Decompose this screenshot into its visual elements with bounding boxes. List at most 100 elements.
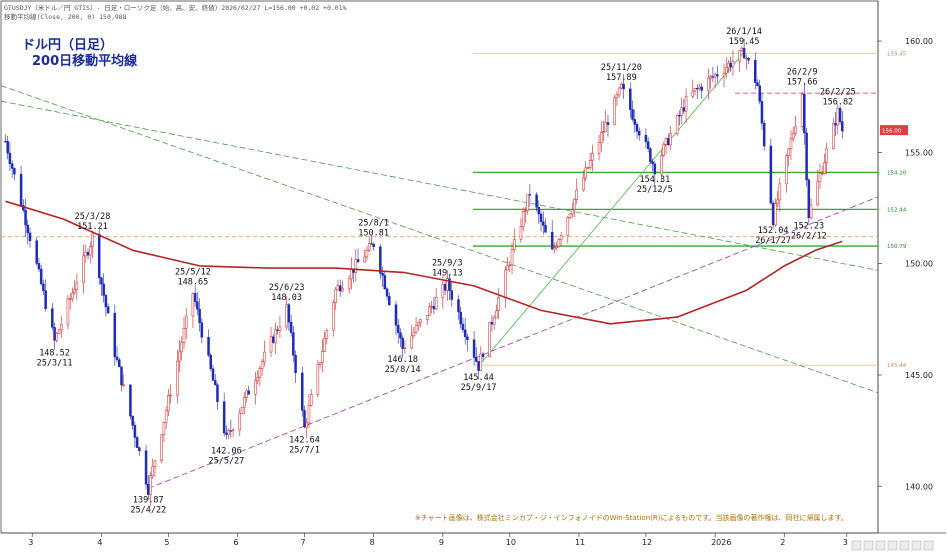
candle-body-23 xyxy=(73,289,76,294)
candle-body-232 xyxy=(727,62,730,68)
candle-body-45 xyxy=(144,450,148,485)
annotation-bottom-9: 149.13 xyxy=(432,269,463,279)
candle-body-177 xyxy=(555,245,558,248)
annotation-bottom-6: 25/7/1 xyxy=(289,445,320,455)
candle-body-190 xyxy=(597,142,601,154)
x-tick-label-0: 3 xyxy=(28,538,33,547)
candle-body-258 xyxy=(807,179,811,219)
candle-body-15 xyxy=(51,308,54,328)
annotation-bottom-10: 25/9/17 xyxy=(461,383,497,393)
candle-body-47 xyxy=(149,475,152,495)
candle-body-11 xyxy=(37,263,41,270)
moving-average-200 xyxy=(5,200,843,325)
candle-body-135 xyxy=(425,315,429,320)
candle-body-220 xyxy=(691,90,695,97)
candle-body-1 xyxy=(6,141,9,154)
candle-body-134 xyxy=(419,319,422,324)
candle-body-104 xyxy=(325,330,329,339)
candle-body-91 xyxy=(287,304,291,323)
candle-body-144 xyxy=(450,290,454,300)
candle-body-205 xyxy=(644,134,648,142)
annotation-top-14: 152.04 xyxy=(758,226,789,236)
candle-body-188 xyxy=(588,160,592,168)
candle-body-151 xyxy=(475,357,478,362)
candle-body-150 xyxy=(472,339,476,358)
candle-body-210 xyxy=(660,155,663,175)
candle-body-239 xyxy=(747,57,750,61)
candle-body-51 xyxy=(162,422,166,436)
candle-body-57 xyxy=(180,342,184,353)
candle-body-172 xyxy=(539,213,543,222)
candle-body-21 xyxy=(68,298,72,300)
x-tick-label-2: 5 xyxy=(164,538,169,547)
candle-body-116 xyxy=(365,250,369,258)
candle-body-146 xyxy=(459,311,462,325)
candle-body-83 xyxy=(260,361,264,369)
x-tick-label-4: 7 xyxy=(300,538,305,547)
candle-body-195 xyxy=(613,97,616,125)
candle-body-107 xyxy=(336,285,340,290)
candle-body-233 xyxy=(729,62,732,68)
candle-body-143 xyxy=(448,278,451,291)
candle-body-26 xyxy=(84,252,88,257)
candle-body-109 xyxy=(341,287,344,292)
candle-body-63 xyxy=(198,308,201,323)
candle-body-262 xyxy=(820,172,824,175)
annotation-top-10: 145.44 xyxy=(463,373,494,383)
candle-body-259 xyxy=(809,204,813,219)
annotation-top-12: 154.31 xyxy=(639,175,670,185)
annotation-bottom-14: 26/1/27 xyxy=(755,236,791,246)
candle-body-193 xyxy=(604,122,608,132)
trend-line-1 xyxy=(0,100,879,271)
candle-body-157 xyxy=(492,317,496,325)
candle-body-49 xyxy=(153,460,157,467)
candle-body-27 xyxy=(86,252,90,256)
candle-body-268 xyxy=(838,108,842,122)
candle-body-56 xyxy=(178,351,181,362)
annotation-bottom-12: 25/12/5 xyxy=(637,185,673,195)
y-tick-label-3: 155.00 xyxy=(905,148,933,157)
x-tick-label-5: 8 xyxy=(370,538,375,547)
candle-body-184 xyxy=(575,189,578,200)
candle-body-140 xyxy=(441,284,445,298)
candle-body-93 xyxy=(292,332,295,356)
candle-body-222 xyxy=(695,88,699,90)
candle-body-114 xyxy=(356,259,360,263)
candle-body-94 xyxy=(294,355,297,374)
candle-body-137 xyxy=(430,306,433,308)
candle-body-241 xyxy=(756,82,759,86)
ma-200-line xyxy=(5,200,843,325)
candle-body-139 xyxy=(434,297,438,310)
candle-body-248 xyxy=(776,199,779,204)
candle-body-99 xyxy=(309,394,313,406)
candle-body-7 xyxy=(24,209,27,226)
level-label-2: 152.44 xyxy=(887,207,907,213)
x-axis: 3 4 5 6 7 8 9 10 11 12 2026 2 3 xyxy=(28,533,848,547)
candle-body-160 xyxy=(504,269,507,298)
candle-body-14 xyxy=(44,290,47,309)
candle-body-236 xyxy=(740,47,744,51)
candle-body-192 xyxy=(602,131,605,133)
candle-body-181 xyxy=(568,213,572,218)
candle-body-199 xyxy=(622,83,625,90)
annotation-bottom-16: 26/2/12 xyxy=(791,232,827,242)
candle-body-42 xyxy=(133,425,137,438)
candle-body-130 xyxy=(410,335,413,349)
candle-body-208 xyxy=(651,161,654,165)
trend-line-3 xyxy=(478,51,745,367)
candle-body-85 xyxy=(269,336,273,353)
candle-body-215 xyxy=(675,115,679,134)
last-price-tag xyxy=(880,125,908,136)
candle-body-234 xyxy=(731,61,735,68)
candle-body-41 xyxy=(131,415,134,426)
candle-body-254 xyxy=(794,126,797,134)
candle-body-25 xyxy=(82,255,85,284)
candle-body-242 xyxy=(758,85,761,102)
candle-body-98 xyxy=(307,405,311,424)
candle-body-189 xyxy=(591,153,594,161)
y-tick-label-0: 140.00 xyxy=(905,482,933,491)
trend-line-0 xyxy=(0,85,879,394)
candle-body-245 xyxy=(769,145,773,204)
candle-body-149 xyxy=(466,336,469,340)
